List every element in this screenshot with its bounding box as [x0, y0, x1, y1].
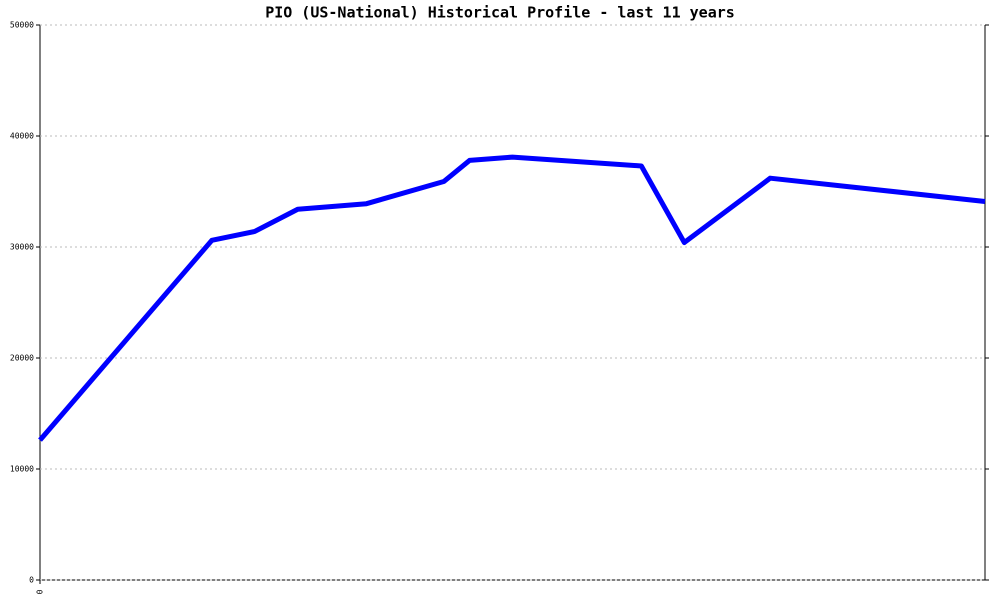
y-tick-label: 0 [29, 576, 34, 585]
data-line [38, 154, 986, 442]
chart-title: PIO (US-National) Historical Profile - l… [265, 4, 735, 22]
x-tick-label: 0 [36, 589, 45, 594]
y-tick-label: 10000 [10, 465, 34, 474]
y-tick-label: 50000 [10, 21, 34, 30]
y-tick-label: 20000 [10, 354, 34, 363]
y-tick-label: 30000 [10, 243, 34, 252]
y-tick-label: 40000 [10, 132, 34, 141]
